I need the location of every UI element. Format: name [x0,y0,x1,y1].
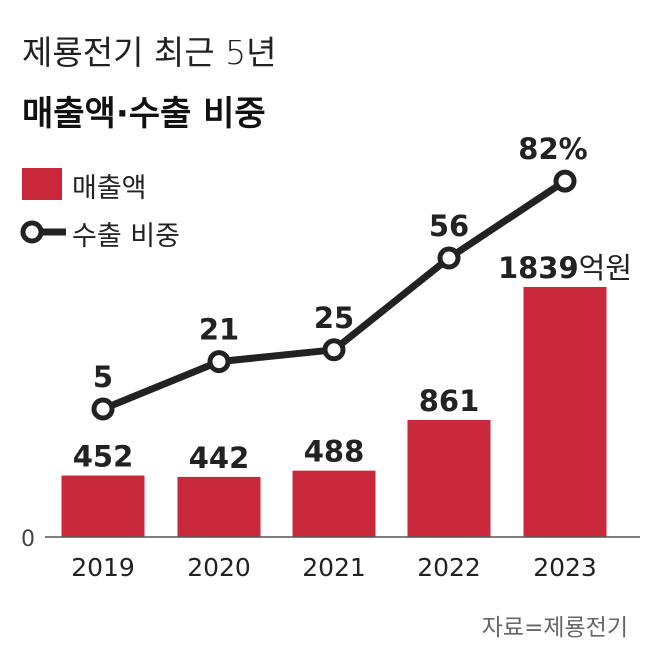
legend-line-swatch [20,220,66,244]
unit-label: 억원 [579,251,632,285]
x-tick-label: 2019 [71,553,135,582]
chart-subtitle: 매출액·수출 비중 [22,94,266,134]
bar-value-label: 452 [73,440,134,474]
bar-value-label: 442 [189,441,250,475]
line-value-label: 82% [518,132,587,166]
bar-2023 [523,287,607,537]
bar-value-label: 861 [419,384,480,418]
x-tick-label: 2023 [533,553,597,582]
x-tick-label: 2022 [417,553,481,582]
line-point-2023 [553,169,577,193]
bar-value-label: 1839억원 [498,251,632,285]
line-value-label: 5 [93,360,113,394]
line-point-2020 [207,350,231,374]
chart-title: 제룡전기 최근 5년 [22,33,277,72]
source-note: 자료=제룡전기 [481,615,628,641]
bar-2021 [292,470,376,537]
bar-2020 [177,476,261,537]
export-share-line [101,178,567,413]
x-tick-label: 2021 [302,553,366,582]
legend-bar-label: 매출액 [72,173,147,204]
bar-value-label: 488 [304,435,365,469]
y-tick-label: 0 [21,527,35,552]
line-point-2022 [437,246,461,270]
legend-bar-swatch [22,168,62,200]
line-point-2019 [91,397,115,421]
line-value-label: 25 [314,301,354,335]
bar-2019 [61,475,145,537]
line-point-2021 [322,338,346,362]
line-value-label: 21 [199,313,239,347]
line-value-label: 56 [429,209,469,243]
legend-line-label: 수출 비중 [72,221,180,252]
bar-2022 [407,419,491,537]
x-tick-label: 2020 [187,553,251,582]
